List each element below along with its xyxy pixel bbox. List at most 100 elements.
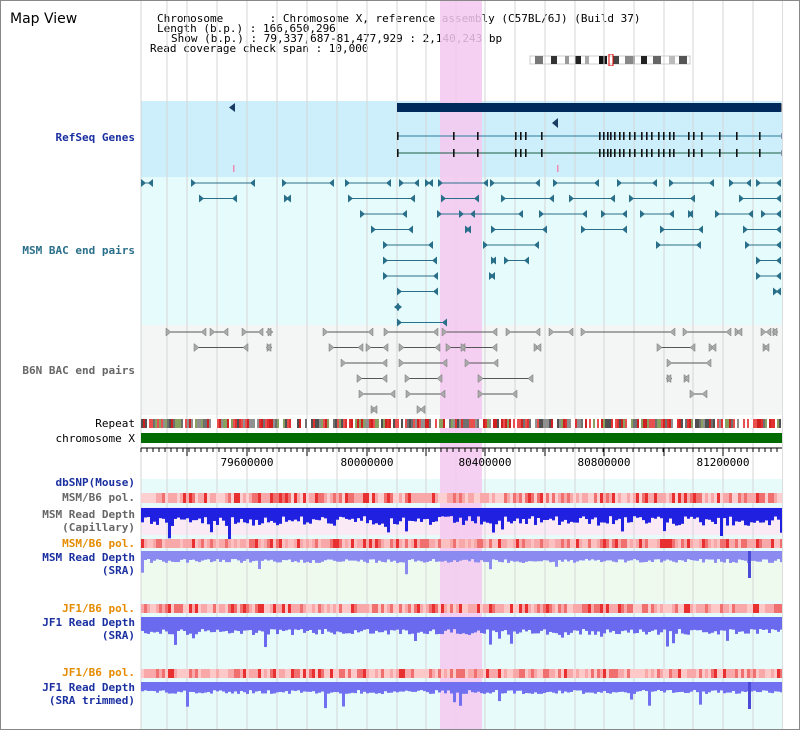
arrow-left-icon (776, 256, 781, 265)
depth-bar (750, 508, 753, 523)
b6n-bac-label[interactable]: B6N BAC end pairs (22, 364, 135, 377)
depth-bar (639, 617, 642, 630)
msm-read-depth-capillary-label[interactable]: MSM Read Depth (Capillary) (42, 508, 135, 534)
depth-bar (723, 617, 726, 631)
refseq-genes-label[interactable]: RefSeq Genes (55, 131, 135, 144)
polymorphism-cell (261, 669, 264, 678)
polymorphism-cell (417, 493, 420, 503)
repeat-segment (499, 419, 501, 428)
depth-bar (417, 617, 420, 633)
depth-bar (531, 551, 534, 562)
polymorphism-cell (486, 604, 489, 613)
depth-bar (537, 617, 540, 634)
polymorphism-cell (642, 539, 645, 548)
polymorphism-cell (396, 669, 399, 678)
polymorphism-cell (609, 669, 612, 678)
repeat-segment (163, 419, 165, 428)
exon-mark (619, 132, 621, 140)
msm-bac-label[interactable]: MSM BAC end pairs (22, 244, 135, 257)
depth-bar (522, 551, 525, 563)
polymorphism-cell (369, 539, 372, 548)
jf1-b6-pol-label-2[interactable]: JF1/B6 pol. (62, 666, 135, 679)
depth-bar (576, 508, 579, 523)
msm-read-depth-sra-label[interactable]: MSM Read Depth (SRA) (42, 551, 135, 577)
depth-bar (744, 617, 747, 634)
depth-bar (297, 617, 300, 631)
depth-bar (564, 682, 567, 692)
depth-bar (426, 508, 429, 519)
depth-bar (699, 551, 702, 560)
polymorphism-cell (144, 604, 147, 613)
exon-mark (701, 132, 703, 140)
jf1-b6-pol-label-1[interactable]: JF1/B6 pol. (62, 602, 135, 615)
depth-bar (705, 682, 708, 694)
depth-bar (609, 508, 612, 517)
arrow-left-icon (434, 342, 441, 353)
dbsnp-label[interactable]: dbSNP(Mouse) (55, 476, 135, 489)
depth-bar (201, 551, 204, 561)
depth-bar (780, 682, 783, 693)
repeat-segment (309, 419, 311, 428)
repeat-segment (651, 419, 653, 428)
exon-mark (629, 132, 631, 140)
repeat-segment (185, 419, 187, 428)
arrow-left-icon (428, 179, 433, 187)
repeat-segment (453, 419, 455, 428)
polymorphism-cell (462, 604, 465, 613)
jf1-read-depth-trimmed-label[interactable]: JF1 Read Depth (SRA trimmed) (42, 681, 135, 707)
depth-bar (213, 551, 216, 562)
polymorphism-cell (270, 604, 273, 613)
depth-bar (555, 617, 558, 634)
depth-bar (663, 682, 666, 693)
depth-bar (519, 551, 522, 563)
polymorphism-cell (507, 604, 510, 613)
depth-bar (156, 551, 159, 560)
polymorphism-cell (660, 493, 663, 503)
polymorphism-cell (324, 669, 327, 678)
polymorphism-cell (420, 539, 423, 548)
chromosome-ideogram[interactable] (529, 54, 693, 66)
polymorphism-cell (213, 604, 216, 613)
polymorphism-cell (525, 604, 528, 613)
arrow-right-icon (689, 389, 696, 399)
repeat-segment (629, 419, 631, 428)
polymorphism-cell (477, 539, 480, 548)
repeat-segment (249, 419, 251, 428)
repeat-segment (515, 419, 517, 428)
polymorphism-cell (726, 604, 729, 613)
repeat-label[interactable]: Repeat (95, 417, 135, 430)
depth-bar (420, 682, 423, 691)
depth-bar (201, 617, 204, 630)
depth-bar (369, 617, 372, 634)
depth-bar (480, 551, 483, 561)
exon-mark (693, 132, 695, 140)
depth-bar (519, 682, 522, 691)
msm-b6-pol-label-1[interactable]: MSM/B6 pol. (62, 491, 135, 504)
depth-bar (315, 682, 318, 694)
polymorphism-cell (192, 539, 195, 548)
polymorphism-cell (237, 669, 240, 678)
polymorphism-cell (675, 539, 678, 548)
repeat-segment (521, 419, 523, 428)
depth-bar (498, 508, 501, 521)
depth-bar (315, 617, 318, 635)
arrow-left-icon (698, 225, 703, 234)
depth-bar (777, 551, 780, 560)
depth-bar (393, 617, 396, 631)
depth-bar (636, 508, 639, 518)
polymorphism-cell (147, 669, 150, 678)
polymorphism-cell (207, 669, 210, 678)
polymorphism-cell (141, 669, 144, 678)
repeat-segment (567, 419, 569, 428)
repeat-segment (243, 419, 245, 428)
arrow-left-icon (527, 373, 534, 384)
arrow-left-icon (524, 256, 529, 265)
jf1-read-depth-sra-label[interactable]: JF1 Read Depth (SRA) (42, 616, 135, 642)
repeat-segment (225, 419, 227, 428)
repeat-segment (217, 419, 219, 428)
exon-mark (603, 149, 605, 157)
polymorphism-cell (576, 493, 579, 503)
msm-b6-pol-label-2[interactable]: MSM/B6 pol. (62, 537, 135, 550)
